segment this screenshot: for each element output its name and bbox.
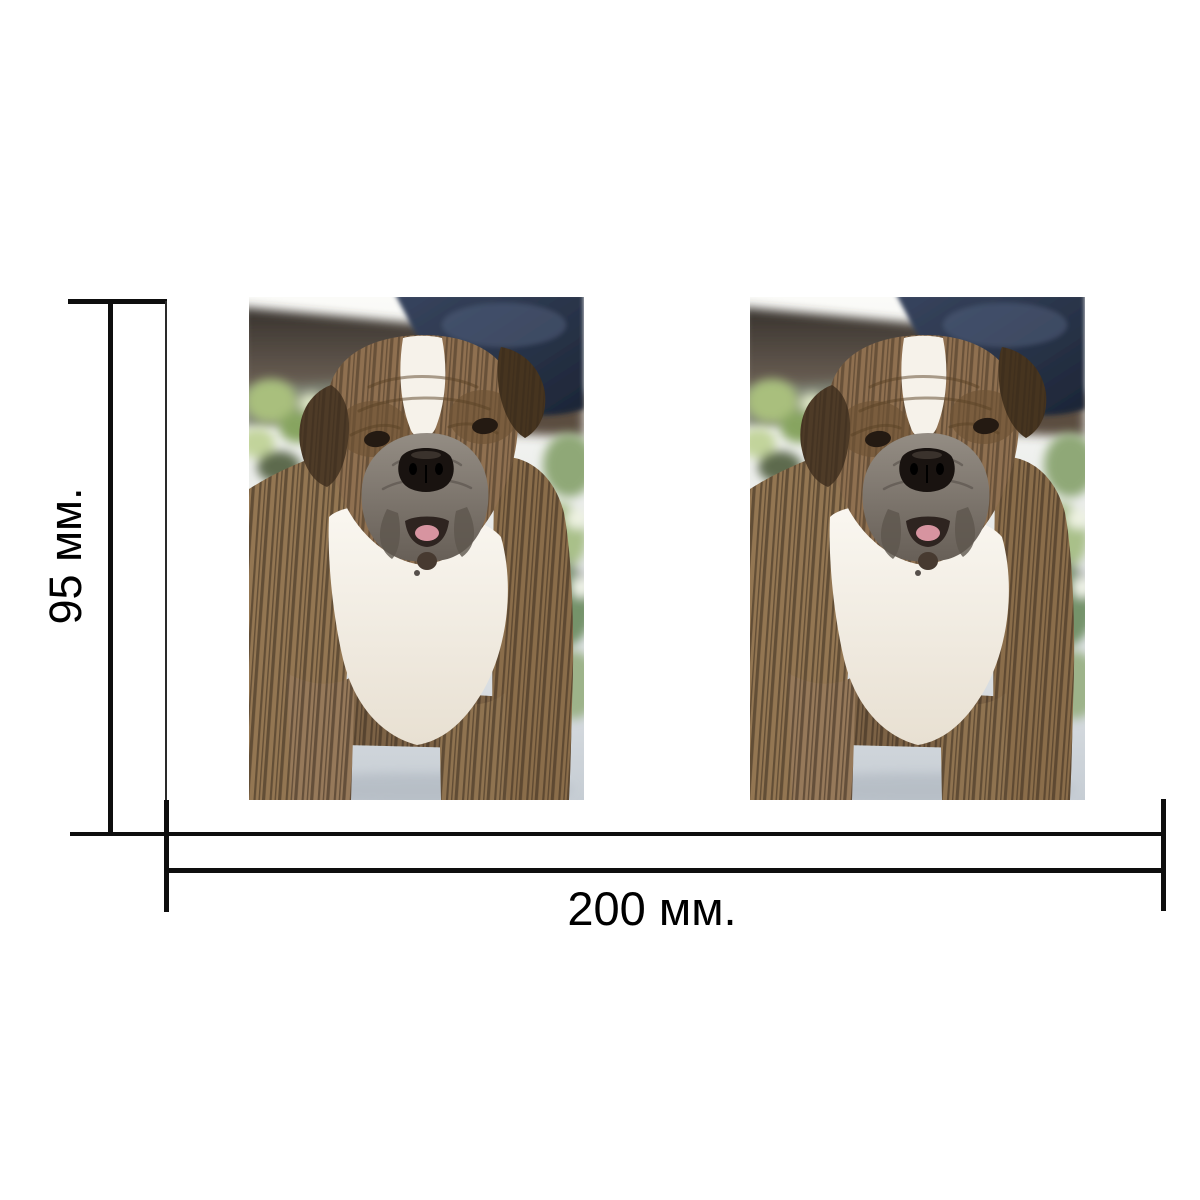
bulldog-photo-right [750,297,1085,800]
sheet-left-extension-line [165,301,167,833]
width-dimension-right-tick [1161,799,1166,911]
bulldog-photo-left [249,297,584,800]
height-dimension-line [108,299,113,835]
sheet-bottom-edge-line [70,832,1164,836]
width-dimension-line [166,868,1164,873]
width-dimension-left-tick [164,800,169,912]
height-dimension-label: 95 мм. [40,487,91,625]
width-dimension-label: 200 мм. [567,882,737,935]
height-dimension-top-tick [68,299,167,304]
